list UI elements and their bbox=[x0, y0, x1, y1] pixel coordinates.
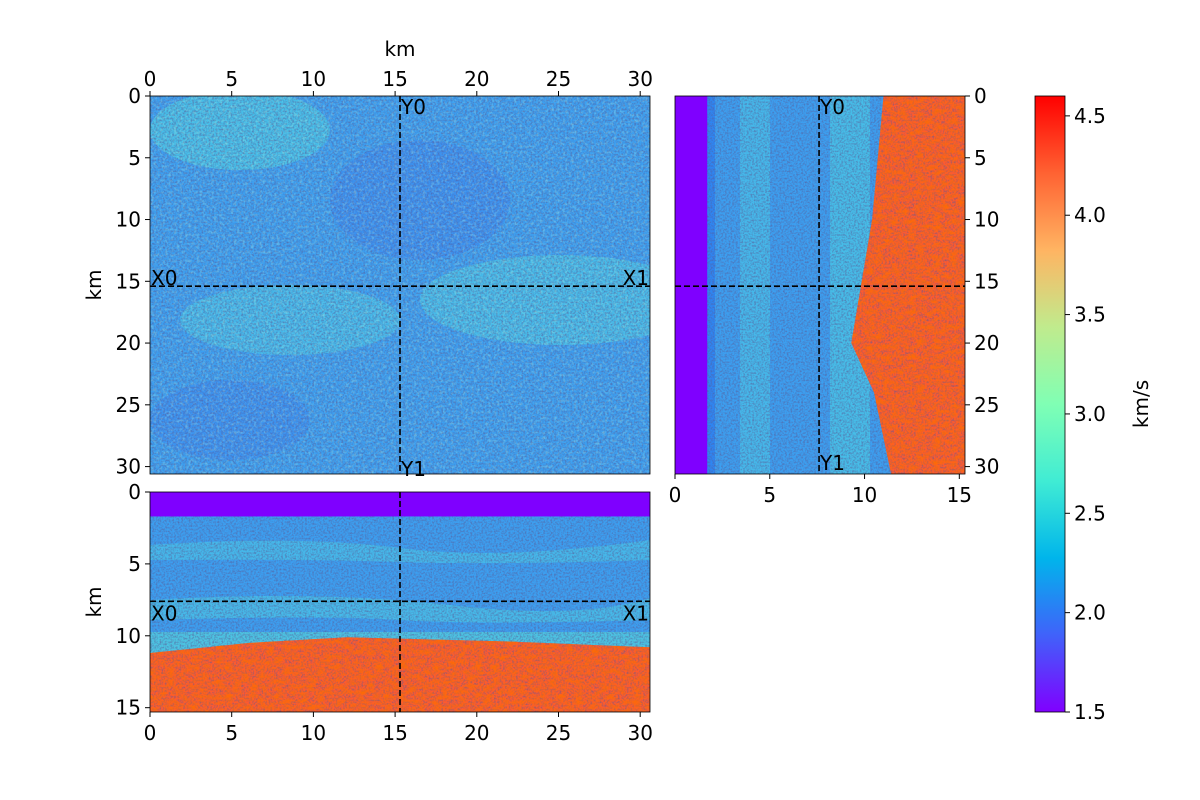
cross-section-x-x-tick-label: 30 bbox=[627, 721, 652, 745]
cross-section-x-x-tick-label: 0 bbox=[144, 721, 157, 745]
cross-section-x-x-tick-label: 20 bbox=[464, 721, 489, 745]
colorbar-tick-label: 3.5 bbox=[1074, 303, 1106, 327]
marker-label-x1-cross-section-x: X1 bbox=[623, 601, 649, 625]
cross-section-x-y-tick-label: 5 bbox=[128, 552, 141, 576]
colorbar-gradient bbox=[1034, 95, 1066, 713]
depth-slice-x-tick-label: 20 bbox=[464, 67, 489, 91]
depth-slice-y-tick-label: 5 bbox=[128, 146, 141, 170]
cross-section-y-water-layer bbox=[675, 96, 708, 474]
cross-section-x-x-tick-label: 15 bbox=[382, 721, 407, 745]
colorbar-tick-label: 2.0 bbox=[1074, 601, 1106, 625]
depth-slice-x-tick-label: 15 bbox=[382, 67, 407, 91]
cross-section-y-x-tick-label: 15 bbox=[947, 483, 972, 507]
marker-label-x0-cross-section-x: X0 bbox=[151, 601, 177, 625]
colorbar-tick-label: 4.5 bbox=[1074, 104, 1106, 128]
cross-section-y-y-tick-label: 5 bbox=[974, 146, 987, 170]
depth-slice-y-tick-label: 0 bbox=[128, 84, 141, 108]
depth-slice-x-tick-label: 30 bbox=[627, 67, 652, 91]
marker-label-y1-cross-section-y: Y1 bbox=[819, 451, 845, 475]
marker-label-y0-depth-slice: Y0 bbox=[400, 95, 426, 119]
cross-section-x-x-tick-label: 25 bbox=[546, 721, 571, 745]
colorbar-tick-label: 4.0 bbox=[1074, 203, 1106, 227]
depth-slice-x-tick-label: 25 bbox=[546, 67, 571, 91]
colorbar-tick-label: 3.0 bbox=[1074, 402, 1106, 426]
depth-slice-x-tick-label: 10 bbox=[301, 67, 326, 91]
depth-slice-y-tick-label: 20 bbox=[116, 331, 141, 355]
colorbar-tick-label: 1.5 bbox=[1074, 700, 1106, 724]
depth-slice-y-tick-label: 25 bbox=[116, 393, 141, 417]
depth-slice-xlabel: km bbox=[384, 37, 415, 61]
cross-section-y-y-tick-label: 0 bbox=[974, 84, 987, 108]
marker-label-x0-depth-slice: X0 bbox=[151, 266, 177, 290]
cross-section-x-ylabel: km bbox=[82, 586, 106, 617]
cross-section-y-high-velocity-texture bbox=[851, 96, 965, 474]
cross-section-x-y-tick-label: 10 bbox=[116, 624, 141, 648]
colorbar-tick-label: 2.5 bbox=[1074, 501, 1106, 525]
depth-slice-ylabel: km bbox=[82, 269, 106, 300]
cross-section-y-y-tick-label: 25 bbox=[974, 393, 999, 417]
colorbar: km/s bbox=[1034, 95, 1153, 713]
cross-section-y-x-tick-label: 0 bbox=[669, 483, 682, 507]
depth-slice-y-tick-label: 15 bbox=[116, 269, 141, 293]
marker-label-y1-depth-slice: Y1 bbox=[400, 457, 426, 481]
cross-section-y-x-tick-label: 5 bbox=[763, 483, 776, 507]
cross-section-y-y-tick-label: 10 bbox=[974, 208, 999, 232]
cross-section-y-y-tick-label: 20 bbox=[974, 331, 999, 355]
depth-slice-x-tick-label: 5 bbox=[225, 67, 238, 91]
cross-section-x-y-tick-label: 15 bbox=[116, 696, 141, 720]
cross-section-x-y-tick-label: 0 bbox=[128, 480, 141, 504]
depth-slice-x-tick-label: 0 bbox=[144, 67, 157, 91]
cross-section-y-panel bbox=[675, 96, 965, 474]
cross-section-x-x-tick-label: 5 bbox=[225, 721, 238, 745]
cross-section-y-y-tick-label: 30 bbox=[974, 455, 999, 479]
cross-section-y-frame bbox=[674, 95, 966, 475]
marker-label-x1-depth-slice: X1 bbox=[623, 266, 649, 290]
cross-section-y-y-tick-label: 15 bbox=[974, 269, 999, 293]
cross-section-x-x-tick-label: 10 bbox=[301, 721, 326, 745]
colorbar-label: km/s bbox=[1129, 380, 1153, 428]
marker-label-y0-cross-section-y: Y0 bbox=[819, 95, 845, 119]
depth-slice-panel bbox=[150, 96, 650, 474]
depth-slice-y-tick-label: 30 bbox=[116, 455, 141, 479]
depth-slice-y-tick-label: 10 bbox=[116, 208, 141, 232]
cross-section-y-x-tick-label: 10 bbox=[852, 483, 877, 507]
